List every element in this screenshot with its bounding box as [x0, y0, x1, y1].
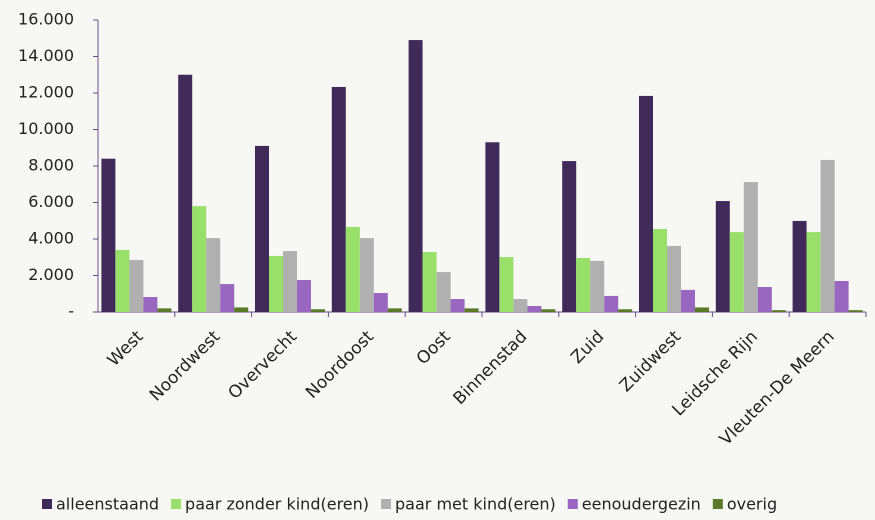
bar [464, 308, 479, 312]
bar [485, 142, 500, 312]
x-tick-label: Zuidwest [616, 327, 685, 396]
bar [527, 305, 542, 312]
bar [590, 260, 605, 312]
x-tick-label: Zuid [567, 327, 608, 368]
y-tick-label: 14.000 [18, 46, 74, 65]
bar [422, 251, 437, 312]
bar [157, 308, 172, 312]
y-tick-label: 6.000 [28, 192, 74, 211]
bar [757, 286, 772, 312]
bar [653, 228, 667, 312]
bar [618, 309, 633, 312]
bar [729, 232, 744, 312]
bar [331, 86, 346, 312]
bar [743, 182, 758, 312]
bar [255, 145, 269, 312]
bar [806, 232, 821, 312]
bar [639, 95, 653, 312]
bar [715, 201, 730, 312]
bar [283, 251, 297, 312]
bar [373, 293, 388, 312]
legend-label: paar zonder kind(eren) [185, 495, 369, 514]
bar [792, 220, 807, 312]
legend-swatch [171, 499, 182, 509]
bar [359, 238, 374, 312]
x-tick-label: Overvecht [225, 327, 302, 404]
y-tick-label: 12.000 [18, 83, 74, 102]
bar [834, 280, 849, 312]
bar [820, 159, 835, 312]
legend-label: eenoudergezin [582, 495, 701, 514]
bar [234, 307, 249, 312]
bar [311, 309, 325, 312]
bar [771, 310, 786, 312]
y-tick-label: 16.000 [18, 10, 74, 29]
bar [450, 299, 465, 312]
bar [499, 257, 514, 312]
bar [206, 238, 221, 312]
bar [436, 272, 451, 312]
bar [220, 284, 235, 312]
legend-label: alleenstaand [56, 495, 159, 514]
y-tick-label: 8.000 [28, 156, 74, 175]
legend-swatch [567, 499, 578, 509]
x-tick-label: Noordwest [146, 327, 225, 406]
bar [192, 206, 207, 312]
bar [143, 297, 158, 312]
legend-swatch [381, 499, 392, 509]
bar [695, 307, 709, 312]
bar [269, 255, 283, 312]
x-tick-label: West [104, 327, 148, 371]
bar [178, 74, 193, 312]
bar [297, 280, 311, 312]
bar [115, 249, 130, 312]
y-tick-label: 2.000 [28, 265, 74, 284]
bar [408, 40, 423, 312]
legend-label: overig [727, 495, 777, 514]
bar [101, 158, 116, 312]
y-tick-label: 10.000 [18, 119, 74, 138]
bar [667, 245, 681, 312]
bar [562, 161, 577, 312]
bar [604, 295, 619, 312]
bar [576, 257, 591, 312]
bar [848, 310, 863, 312]
y-tick-label: 4.000 [28, 229, 74, 248]
bar [345, 226, 360, 312]
legend-swatch [712, 499, 723, 509]
legend-swatch [42, 499, 52, 509]
bar [541, 309, 556, 312]
x-tick-label: Binnenstad [450, 327, 532, 409]
x-tick-label: Noordoost [302, 327, 378, 403]
bar [387, 308, 402, 312]
x-tick-label: Oost [413, 327, 455, 369]
legend-label: paar met kind(eren) [395, 495, 556, 514]
y-tick-label: - [68, 302, 74, 321]
bar [129, 259, 144, 312]
bar [513, 299, 528, 312]
bar [681, 289, 695, 312]
